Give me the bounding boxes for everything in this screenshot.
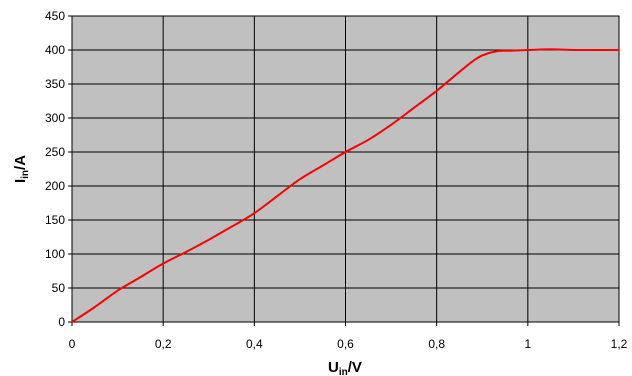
y-tick-label: 50 — [52, 281, 66, 295]
x-axis-label: Uin/V — [328, 359, 362, 376]
plot-border — [71, 15, 620, 323]
y-axis-label: Iin/A — [12, 155, 31, 183]
y-tick-label: 350 — [45, 77, 65, 91]
y-tick-label: 200 — [45, 179, 65, 193]
x-tick-label: 0,4 — [246, 337, 263, 351]
y-tick-label: 450 — [45, 9, 65, 23]
series-layer — [71, 48, 619, 323]
y-tick-label: 0 — [58, 315, 65, 329]
y-tick-label: 100 — [45, 247, 65, 261]
x-tick-labels: 0 0,2 0,4 0,6 0,8 1 1,2 — [69, 337, 628, 351]
y-tick-label: 250 — [45, 145, 65, 159]
x-tick-label: 1 — [524, 337, 531, 351]
x-tick-label: 1,2 — [611, 337, 628, 351]
series-line — [71, 48, 619, 323]
y-tick-label: 150 — [45, 213, 65, 227]
y-tick-label: 400 — [45, 43, 65, 57]
y-tick-labels: 0 50 100 150 200 250 300 350 400 450 — [45, 9, 65, 329]
x-tick-label: 0,2 — [155, 337, 172, 351]
x-tick-label: 0 — [69, 337, 76, 351]
x-tick-label: 0,6 — [337, 337, 354, 351]
x-tick-label: 0,8 — [428, 337, 445, 351]
y-tick-label: 300 — [45, 111, 65, 125]
